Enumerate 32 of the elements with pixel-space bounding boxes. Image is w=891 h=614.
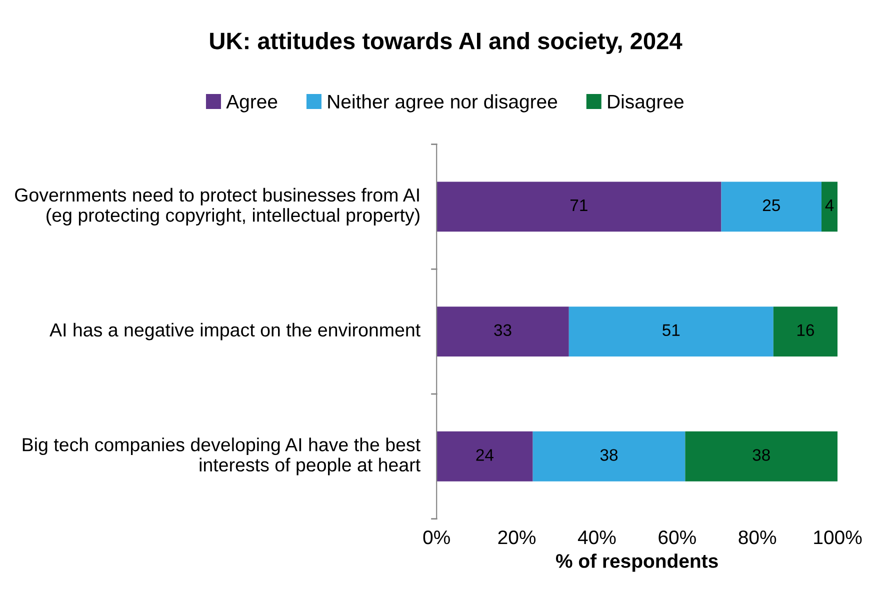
legend-label: Neither agree nor disagree: [328, 94, 558, 112]
x-axis-title: % of respondents: [556, 554, 718, 572]
data-label: 16: [797, 324, 814, 336]
bar: [532, 431, 686, 482]
y-tick-label: AI has a negative impact on the environment: [50, 322, 420, 340]
bar: [436, 306, 569, 357]
legend-label: Agree: [226, 94, 278, 112]
x-tick-label: 80%: [738, 530, 776, 544]
bar: [721, 182, 822, 232]
data-label: 4: [825, 200, 834, 212]
data-label: 33: [494, 324, 512, 336]
y-tick-label: Big tech companies developing AI have the best interests of people at heart: [22, 438, 420, 476]
bar: [773, 306, 838, 357]
data-label: 24: [476, 449, 494, 461]
bar: [685, 431, 838, 482]
data-label: 71: [570, 200, 588, 212]
x-tick-label: 60%: [658, 530, 696, 544]
bar: [568, 306, 774, 357]
data-label: 38: [600, 449, 618, 461]
y-tick-label: Governments need to protect businesses from AI (eg protecting copyright, intellectual property): [15, 188, 420, 226]
data-label: 38: [752, 449, 770, 461]
x-tick-label: 20%: [498, 530, 536, 544]
data-label: 51: [662, 324, 680, 336]
bar: [822, 182, 838, 232]
legend-label: Disagree: [608, 94, 684, 112]
bar: [436, 182, 722, 232]
x-tick-label: 40%: [578, 530, 616, 544]
x-tick-label: 100%: [814, 530, 862, 544]
chart-title: UK: attitudes towards AI and society, 2024: [210, 32, 682, 54]
bar: [436, 431, 533, 482]
data-label: 25: [762, 199, 780, 212]
x-tick-label: 0%: [423, 530, 450, 544]
